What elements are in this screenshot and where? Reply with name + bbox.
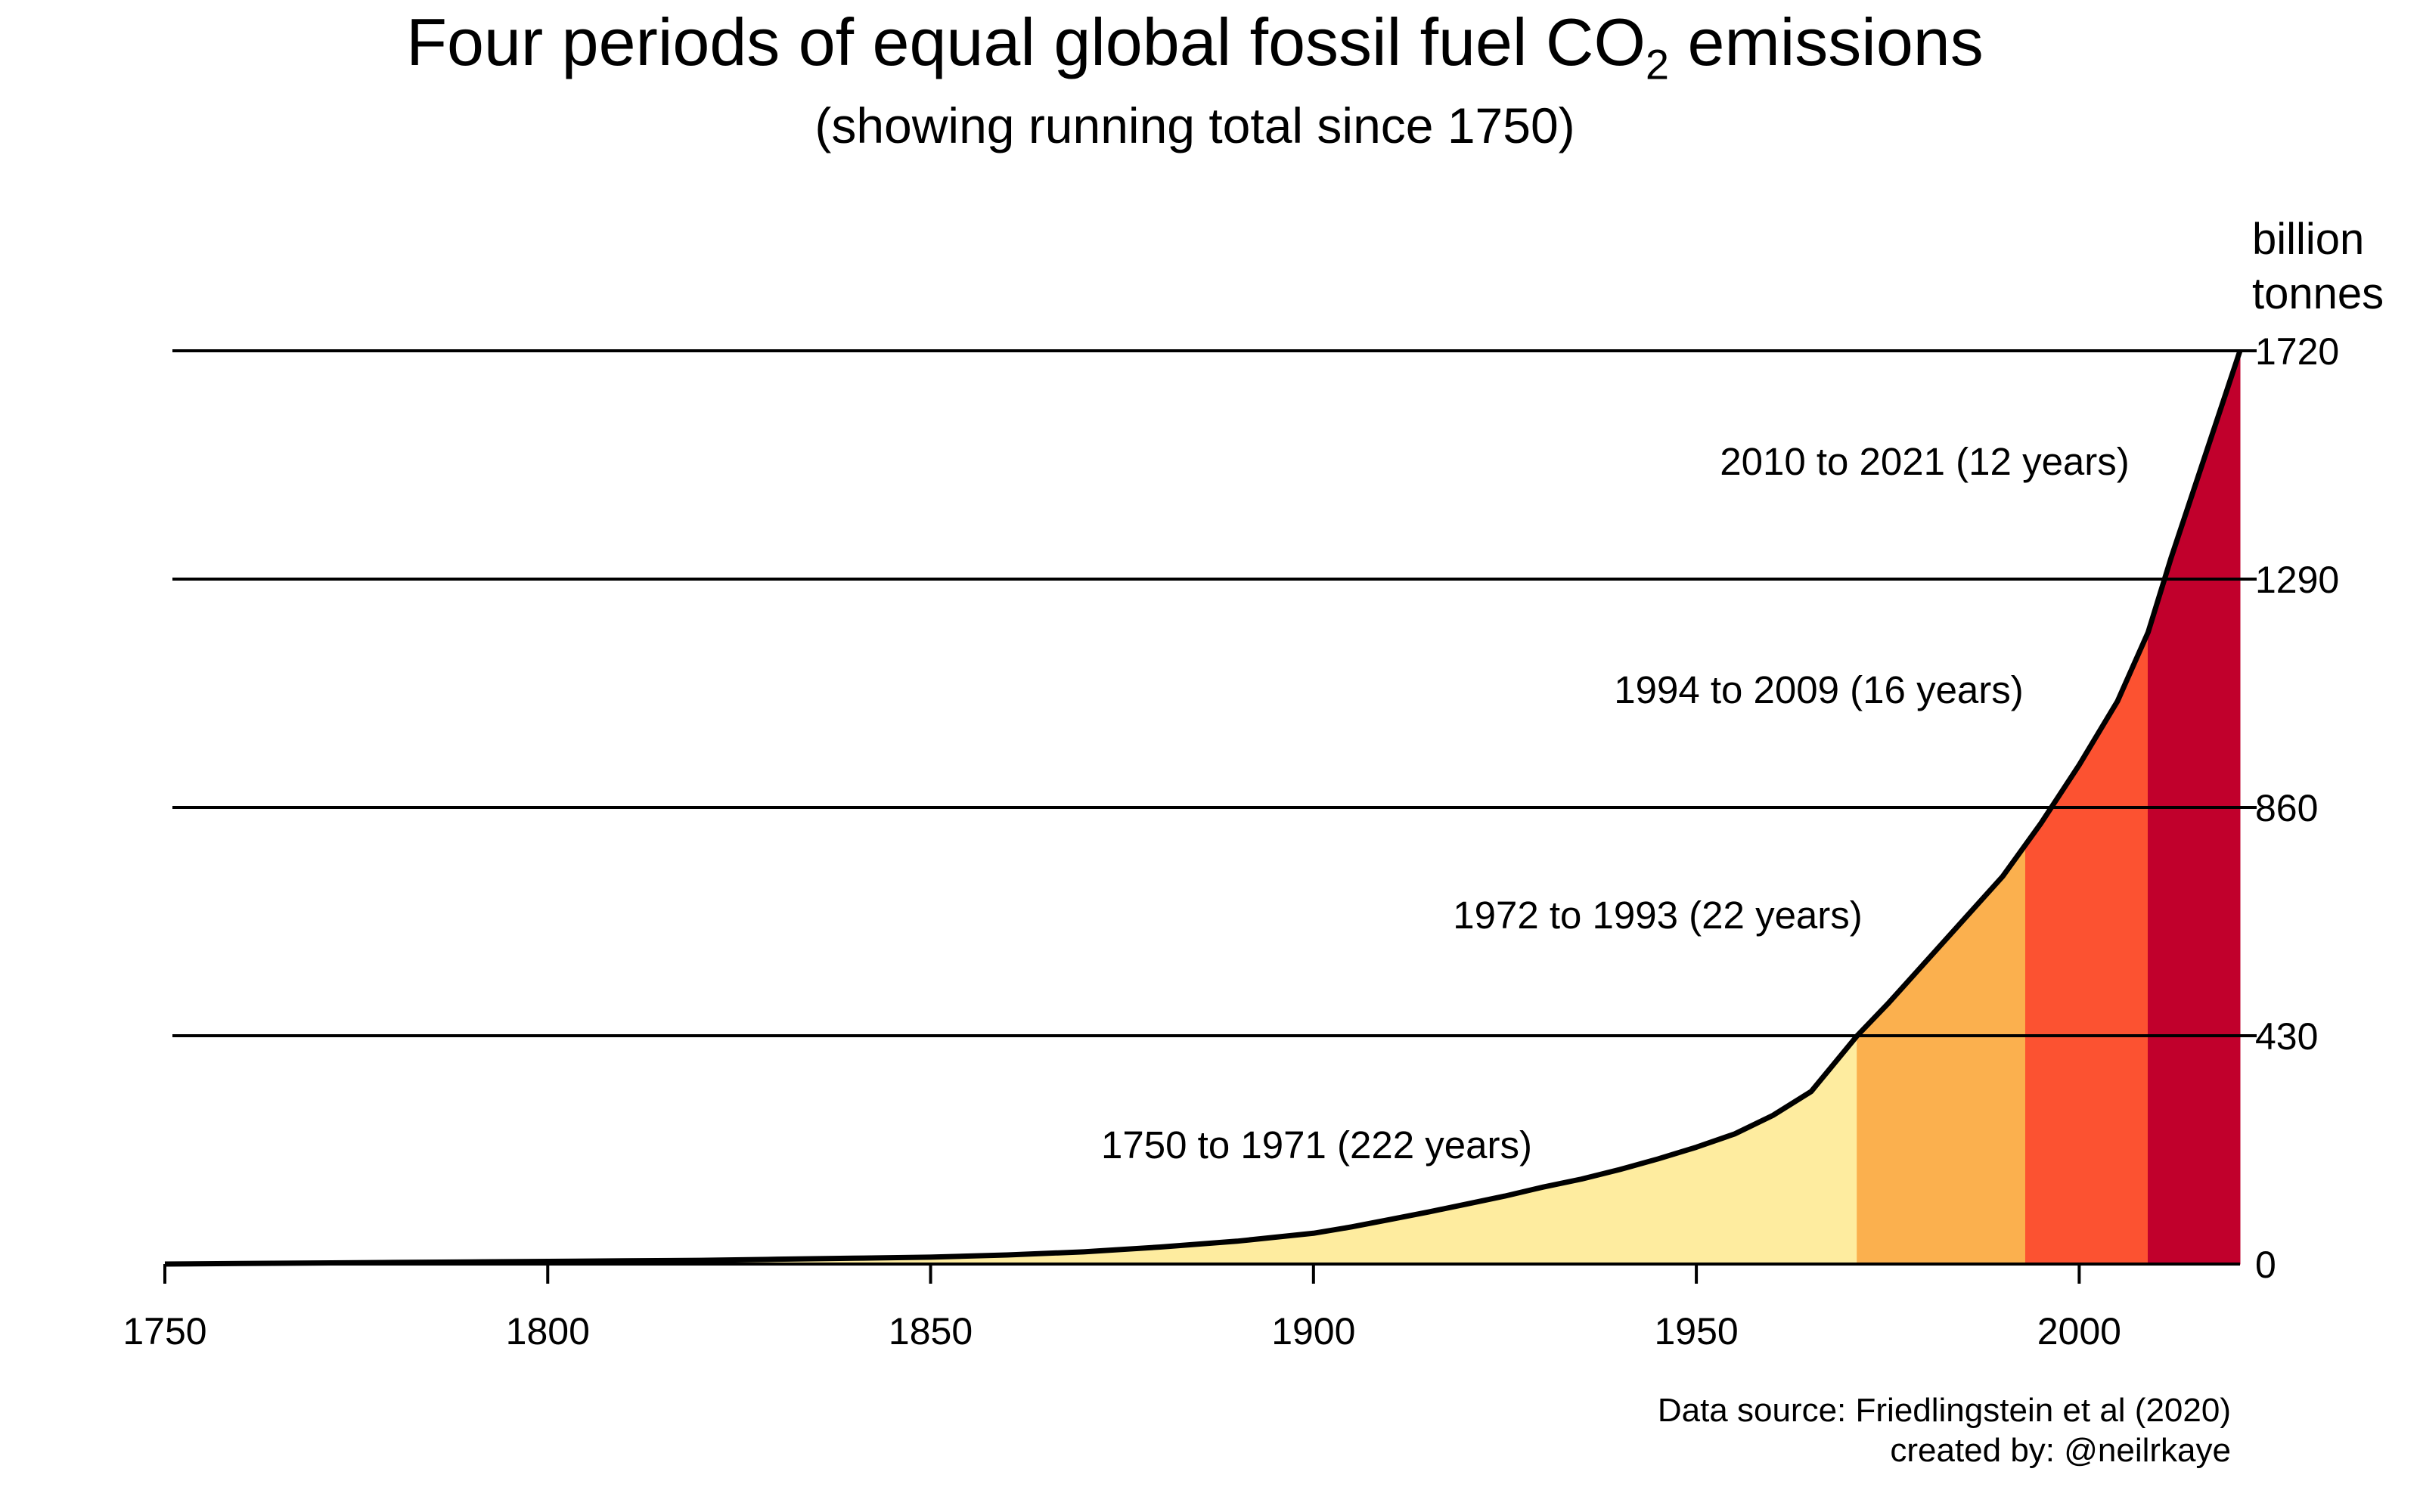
x-tick-label-1950: 1950 — [1654, 1310, 1738, 1352]
chart-title-end: emissions — [1669, 5, 1984, 79]
y-tick-label-1290: 1290 — [2255, 559, 2339, 601]
credit: created by: @neilrkaye — [1890, 1431, 2231, 1469]
y-tick-label-1720: 1720 — [2255, 330, 2339, 373]
gridlines — [172, 349, 2257, 1037]
period-label-4: 2010 to 2021 (12 years) — [1720, 440, 2130, 483]
y-tick-label-430: 430 — [2255, 1015, 2318, 1058]
x-tick-label-1750: 1750 — [123, 1310, 206, 1352]
chart-title: Four periods of equal global fossil fuel… — [0, 0, 2390, 86]
y-unit-label-line2: tonnes — [2252, 269, 2384, 318]
period-fill-2 — [1857, 843, 2026, 1265]
x-tick-label-1900: 1900 — [1271, 1310, 1355, 1352]
chart-title-main: Four periods of equal global fossil fuel… — [406, 5, 1646, 79]
footer: Data source: Friedlingstein et al (2020)… — [1658, 1391, 2231, 1471]
period-labels: 1750 to 1971 (222 years) 1972 to 1993 (22… — [1101, 440, 2130, 1167]
chart-title-subscript: 2 — [1645, 40, 1670, 88]
data-source: Data source: Friedlingstein et al (2020) — [1657, 1392, 2231, 1429]
x-axis: 1750 1800 1850 1900 1950 2000 — [123, 1263, 2240, 1352]
period-label-1: 1750 to 1971 (222 years) — [1101, 1123, 1532, 1167]
period-label-3: 1994 to 2009 (16 years) — [1614, 668, 2024, 711]
y-tick-label-860: 860 — [2255, 787, 2318, 829]
x-tick-label-2000: 2000 — [2037, 1310, 2121, 1352]
x-tick-label-1850: 1850 — [889, 1310, 973, 1352]
cumulative-emissions-line — [164, 349, 2243, 1267]
period-label-2: 1972 to 1993 (22 years) — [1453, 894, 1863, 937]
period-fill-1 — [164, 1034, 1858, 1265]
x-tick-label-1800: 1800 — [506, 1310, 590, 1352]
y-axis-labels: 0 430 860 1290 1720 — [2255, 330, 2339, 1286]
chart-subtitle: (showing running total since 1750) — [814, 98, 1575, 153]
y-tick-label-0: 0 — [2255, 1244, 2276, 1286]
period-fill-3 — [2024, 632, 2149, 1265]
y-unit-label-line1: billion — [2252, 215, 2364, 264]
